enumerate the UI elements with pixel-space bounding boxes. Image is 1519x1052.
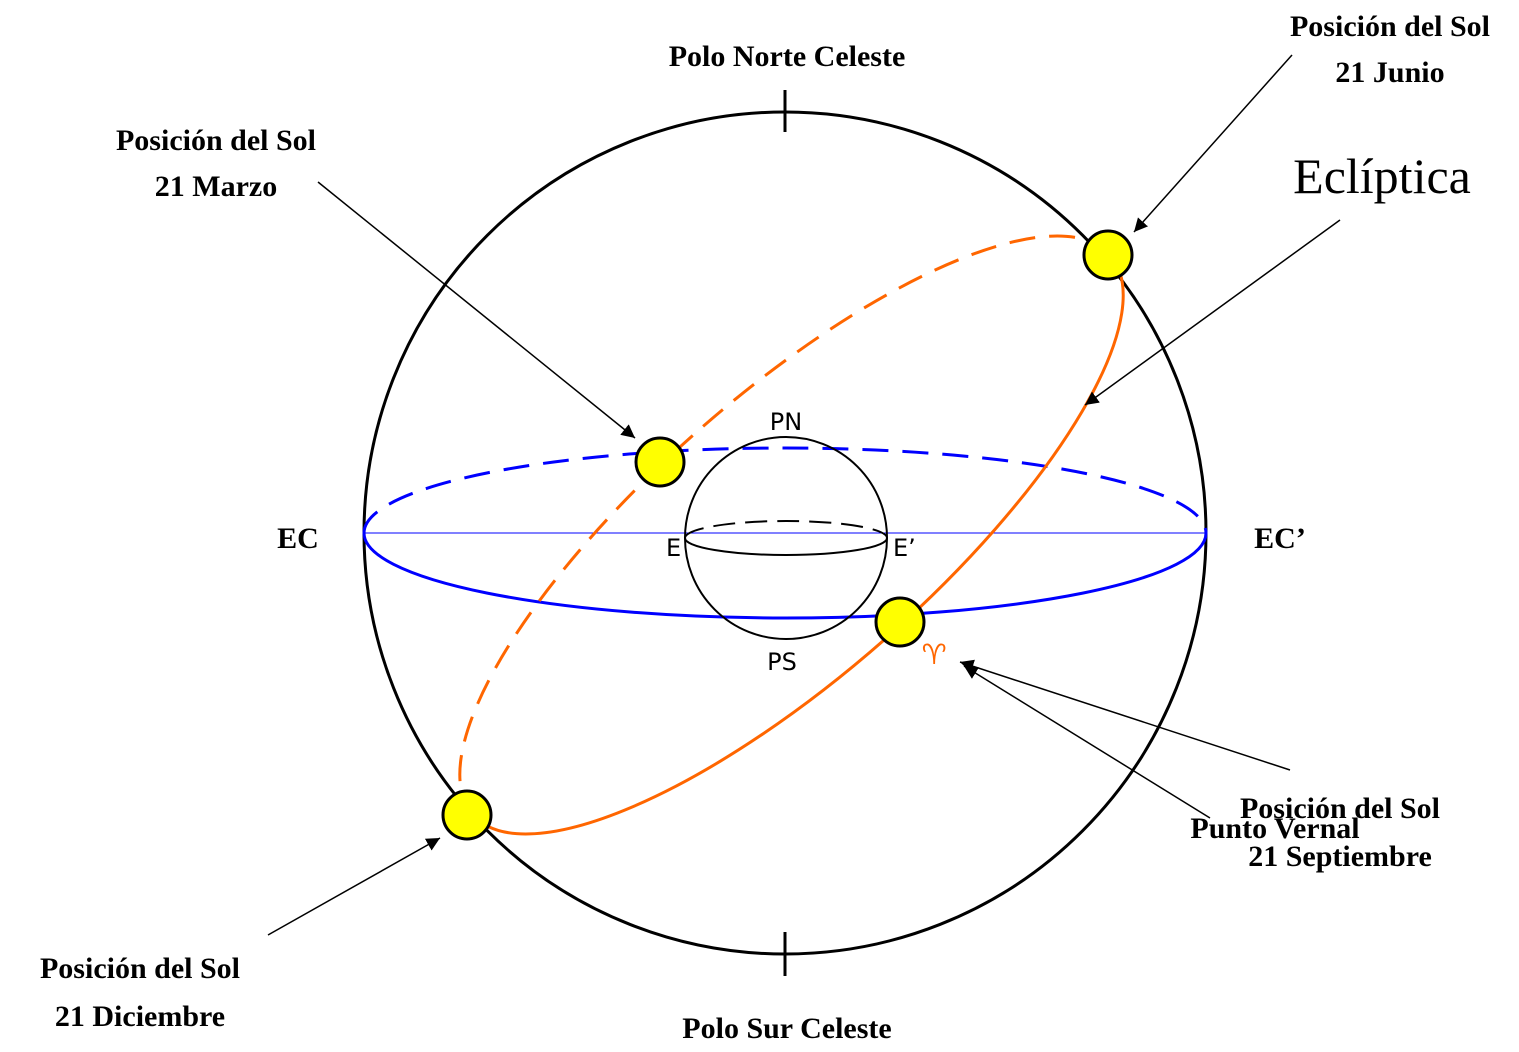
inner-left-label: E (666, 534, 681, 562)
inner-right-label: E’ (893, 534, 916, 562)
equator-left-label: EC (277, 522, 319, 555)
sun-label: Posición del Sol (40, 952, 240, 985)
north-pole-label: Polo Norte Celeste (669, 40, 906, 73)
arrow (318, 182, 635, 438)
ecliptic-front (473, 255, 1123, 834)
arrow (964, 666, 1210, 818)
shapes (268, 55, 1340, 976)
equator-right-label: EC’ (1254, 522, 1306, 555)
diagram: Polo Norte Celeste Polo Sur Celeste EC E… (0, 0, 1519, 1052)
vernal-symbol: ♈ (921, 638, 946, 671)
vernal-point-label: Punto Vernal (1190, 812, 1359, 845)
south-pole-label: Polo Sur Celeste (682, 1012, 891, 1045)
arrow (1134, 55, 1292, 232)
sun-label: Posición del Sol (116, 124, 316, 157)
arrow (960, 662, 1290, 770)
equator-front (364, 533, 1206, 618)
sun (443, 791, 491, 839)
inner-sphere (685, 437, 887, 639)
inner-north-label: PN (770, 408, 802, 436)
arrow (268, 838, 440, 935)
sun-label: Posición del Sol (1290, 10, 1490, 43)
sun-date: 21 Marzo (155, 170, 277, 203)
inner-equator-back (685, 521, 887, 538)
sun-date: 21 Junio (1335, 56, 1444, 89)
ecliptic-back (460, 236, 1110, 815)
inner-equator-front (685, 538, 887, 555)
ecliptic-title: Eclíptica (1293, 148, 1471, 204)
sun-date: 21 Diciembre (55, 1000, 225, 1033)
sun (876, 598, 924, 646)
arrows (268, 55, 1340, 935)
inner-south-label: PS (767, 648, 797, 676)
sun (1084, 231, 1132, 279)
sun (636, 438, 684, 486)
